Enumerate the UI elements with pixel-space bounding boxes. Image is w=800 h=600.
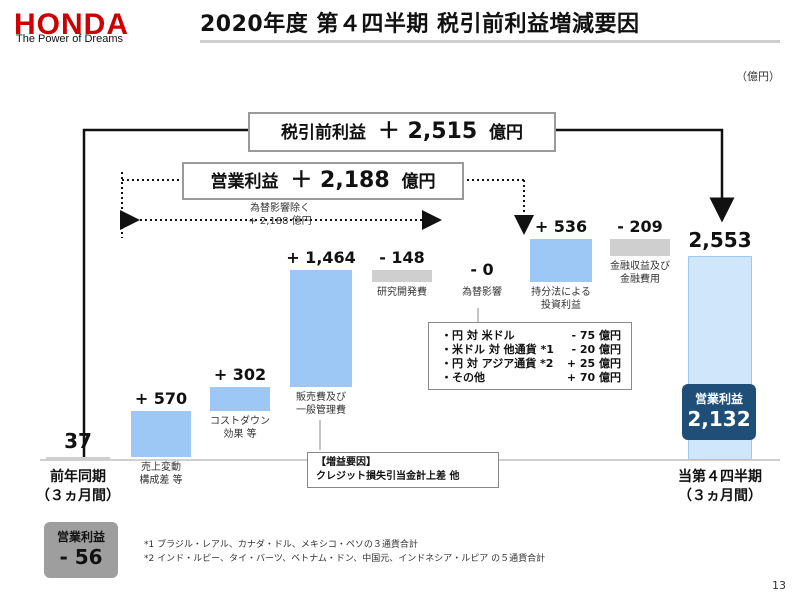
sga-note-line1: 【増益要因】	[316, 457, 376, 468]
bar-step-label: 販売費及び	[296, 392, 346, 404]
fx-row-value: - 20 億円	[571, 343, 621, 356]
bar-end-sublabel: （３ヵ月間）	[678, 488, 762, 504]
operating-box-label: 営業利益	[210, 172, 279, 192]
fx-row: ・その他 + 70 億円	[441, 371, 621, 385]
excl-fx-label: 為替影響除く + 2,188 億円	[230, 202, 330, 228]
pretax-bracket-line	[82, 128, 250, 460]
pretax-box-label: 税引前利益	[280, 123, 366, 143]
fx-row-label: ・米ドル 対 他通貨 *1	[441, 343, 554, 356]
fx-row-label: ・円 対 アジア通貨 *2	[441, 357, 554, 370]
bar-step	[290, 270, 352, 388]
bar-step	[530, 239, 592, 282]
logo-tagline: The Power of Dreams	[16, 33, 123, 45]
bar-step-label: 構成差 等	[139, 475, 183, 487]
operating-profit-badge-start: 営業利益 - 56	[44, 522, 118, 578]
bar-step-value: + 1,464	[286, 248, 356, 268]
fx-row-value: - 75 億円	[571, 329, 621, 342]
bar-start-value: 37	[64, 429, 92, 453]
fx-row-value: + 70 億円	[566, 371, 621, 384]
bar-start	[46, 457, 110, 460]
bar-step-label: 為替影響	[462, 287, 502, 298]
bar-step-value: - 0	[470, 260, 494, 279]
excl-fx-line1: 為替影響除く	[250, 203, 310, 214]
pretax-box: 税引前利益 ＋ 2,515 億円	[248, 112, 556, 152]
bar-step	[610, 239, 670, 256]
bar-step-label: 持分法による	[531, 287, 591, 298]
bar-step-value: + 536	[534, 217, 588, 237]
bar-step-label: 効果 等	[223, 429, 257, 441]
bar-step-label: 一般管理費	[296, 405, 346, 417]
fx-row-label: ・その他	[441, 371, 485, 384]
bar-step-value: + 570	[134, 389, 188, 409]
fx-row-value: + 25 億円	[566, 357, 621, 370]
bar-step-value: - 148	[379, 248, 425, 268]
bar-step-label: 金融収益及び	[610, 260, 670, 272]
unit-label: （億円）	[736, 70, 780, 83]
fx-row: ・円 対 米ドル - 75 億円	[441, 329, 621, 343]
bar-step-label: 金融費用	[620, 273, 660, 285]
bar-end-value: 2,553	[688, 227, 752, 252]
operating-box-value: ＋ 2,188	[290, 168, 390, 193]
bar-step	[131, 411, 191, 458]
pretax-box-unit: 億円	[489, 123, 524, 143]
fx-breakdown-box: ・円 対 米ドル - 75 億円 ・米ドル 対 他通貨 *1- 20 億円 ・円 対 …	[428, 322, 632, 390]
bar-step	[372, 270, 432, 282]
badge-end-value: 2,132	[687, 407, 751, 431]
bar-step-label: 売上変動	[141, 462, 181, 474]
bar-step	[210, 387, 270, 412]
sga-note-line2: クレジット損失引当金計上差 他	[316, 471, 460, 482]
bar-start-label: 前年同期	[50, 469, 106, 485]
honda-logo: HONDA	[14, 8, 129, 41]
bar-start-sublabel: （３ヵ月間）	[36, 488, 120, 504]
footnote-1: *1 ブラジル・レアル、カナダ・ドル、メキシコ・ペソの３通貨合計	[144, 540, 418, 550]
page-title: 2020年度 第４四半期 税引前利益増減要因	[200, 12, 640, 37]
badge-end-label: 営業利益	[694, 392, 743, 406]
bar-step-label: コストダウン	[210, 416, 270, 428]
bar-step-value: + 302	[213, 365, 267, 385]
excl-fx-line2: + 2,188 億円	[248, 216, 312, 227]
footnote-2: *2 インド・ルピー、タイ・バーツ、ベトナム・ドン、中国元、インドネシア・ルピア…	[144, 554, 546, 564]
operating-profit-badge-end: 営業利益 2,132	[682, 384, 756, 440]
operating-box-unit: 億円	[401, 172, 436, 192]
page-number: 13	[772, 579, 786, 592]
pretax-box-value: ＋ 2,515	[377, 119, 478, 144]
sga-note-box: 【増益要因】 クレジット損失引当金計上差 他	[307, 452, 499, 488]
bar-step-value: - 209	[617, 217, 663, 237]
bar-step-label: 研究開発費	[377, 287, 427, 298]
fx-row: ・円 対 アジア通貨 *2 + 25 億円	[441, 357, 621, 371]
operating-box: 営業利益 ＋ 2,188 億円	[182, 162, 464, 200]
fx-row-label: ・円 対 米ドル	[441, 329, 515, 342]
pretax-bracket-arrow	[556, 128, 735, 223]
bar-step-label: 投資利益	[541, 300, 581, 311]
fx-row: ・米ドル 対 他通貨 *1 - 20 億円	[441, 343, 621, 357]
badge-start-value: - 56	[59, 545, 103, 569]
bar-end-label: 当第４四半期	[678, 469, 762, 485]
badge-start-label: 営業利益	[56, 530, 105, 544]
title-divider	[200, 40, 780, 43]
footnotes: *1 ブラジル・レアル、カナダ・ドル、メキシコ・ペソの３通貨合計 *2 インド・…	[144, 538, 545, 566]
